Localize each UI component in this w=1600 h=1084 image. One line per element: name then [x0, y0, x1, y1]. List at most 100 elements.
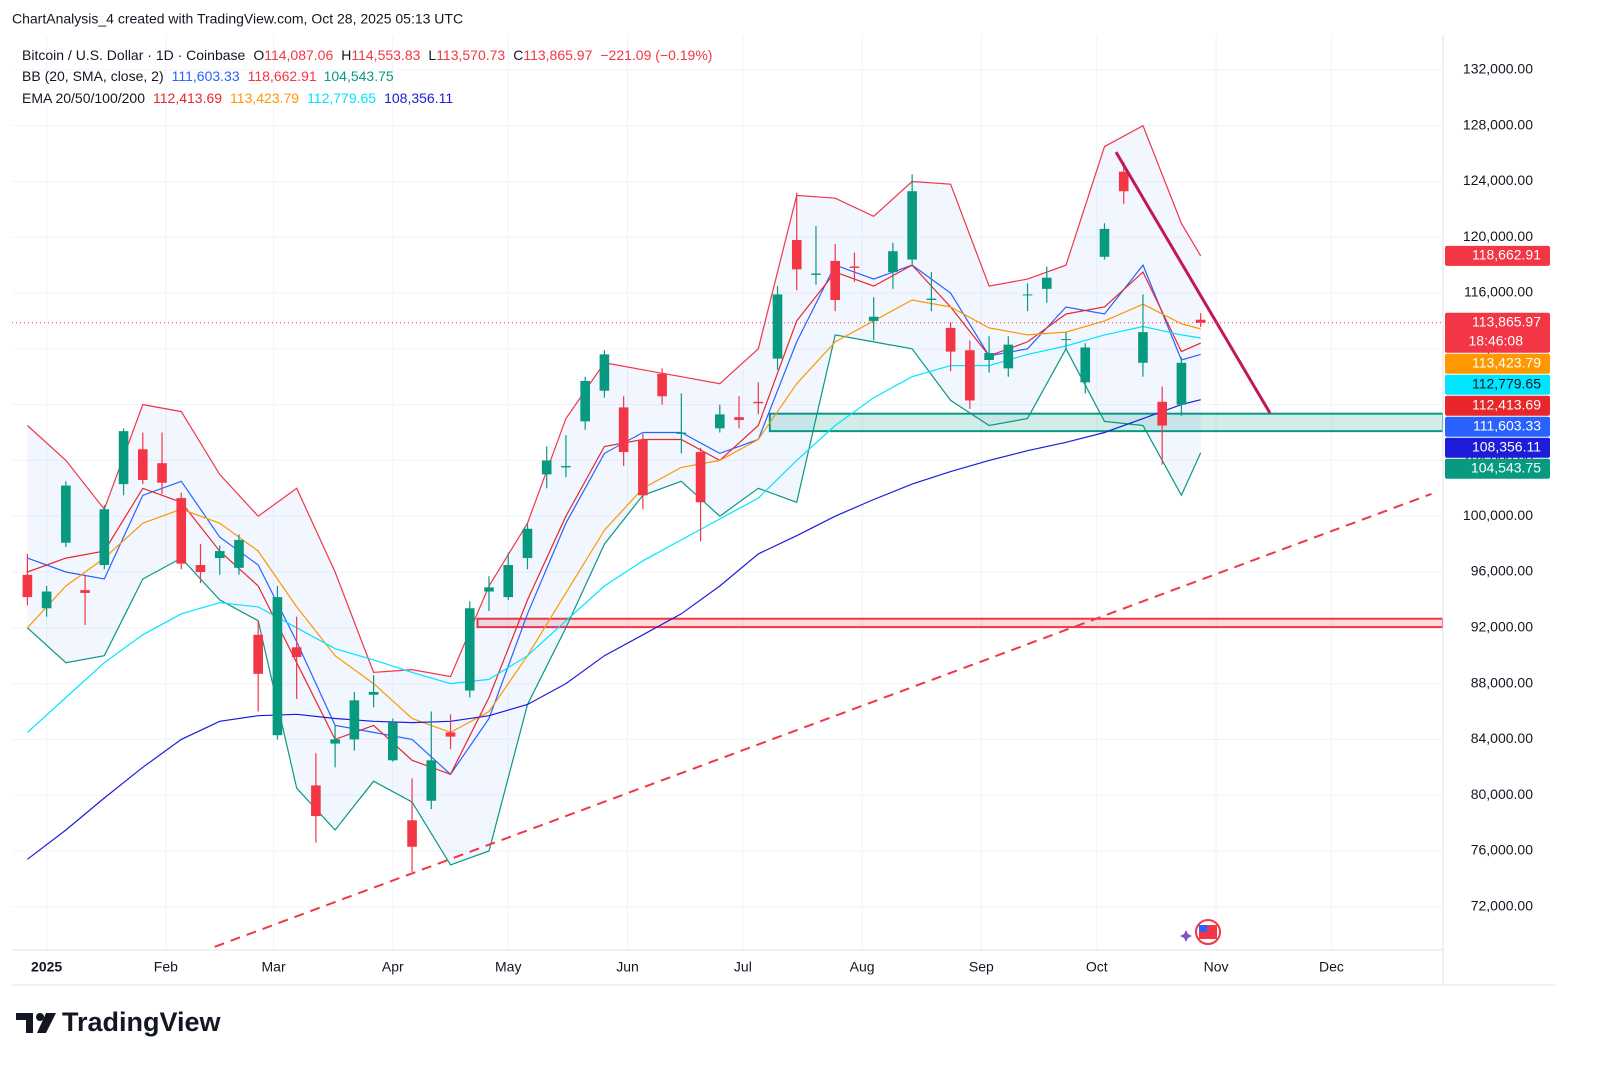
- x-tick-label: Apr: [382, 959, 404, 975]
- y-tick-label: 80,000.00: [1471, 786, 1533, 802]
- candle-body: [657, 373, 667, 397]
- candle-body: [484, 587, 494, 592]
- candle-body: [926, 298, 937, 301]
- price-label: 113,423.79: [1472, 355, 1541, 371]
- indicator-line: [27, 399, 1201, 860]
- candle-body: [22, 574, 33, 598]
- header: ChartAnalysis_4 created with TradingView…: [12, 11, 463, 27]
- legend-text: −221.09 (−0.19%): [600, 47, 712, 63]
- legend-text: 113,570.73: [436, 47, 505, 63]
- candle-body: [291, 647, 302, 658]
- candle-body: [118, 431, 129, 485]
- candle-body: [176, 498, 187, 564]
- candle-body: [772, 294, 783, 359]
- candle-body: [1138, 332, 1148, 363]
- legend-text: 114,553.83: [351, 47, 420, 63]
- candle-body: [734, 417, 744, 420]
- y-tick-label: 120,000.00: [1463, 228, 1533, 244]
- candle-body: [811, 273, 821, 275]
- candle-body: [907, 191, 917, 260]
- y-tick-label: 96,000.00: [1471, 563, 1533, 579]
- candle-body: [253, 634, 264, 674]
- candle-body: [445, 732, 456, 737]
- legend-bb: BB (20, SMA, close, 2) 111,603.33 118,662.…: [22, 68, 394, 84]
- candle-body: [1118, 171, 1129, 192]
- legend-text: 113,865.97: [523, 47, 592, 63]
- price-label: 113,865.97: [1472, 314, 1541, 330]
- legend-text: 112,413.69: [153, 90, 222, 106]
- y-tick-label: 84,000.00: [1471, 730, 1533, 746]
- y-tick-label: 132,000.00: [1463, 61, 1533, 77]
- candle-body: [849, 266, 860, 268]
- candle-body: [41, 591, 52, 609]
- candle-body: [1176, 362, 1187, 405]
- x-tick-label: Aug: [850, 959, 875, 975]
- candle-body: [1003, 344, 1014, 369]
- countdown: 18:46:08: [1469, 333, 1524, 349]
- candle-body: [1041, 277, 1052, 289]
- legend-text: 111,603.33: [172, 68, 240, 84]
- candle-body: [1022, 294, 1033, 296]
- candle-body: [676, 432, 687, 434]
- x-tick-label: May: [495, 959, 521, 975]
- price-label-bg: [1445, 245, 1550, 266]
- candle-body: [388, 722, 398, 761]
- price-label: 111,603.33: [1473, 418, 1541, 434]
- legend-text: 118,662.91: [248, 68, 317, 84]
- legend-text: 108,356.11: [384, 90, 453, 106]
- x-tick-label: Jul: [734, 959, 752, 975]
- y-tick-label: 88,000.00: [1471, 674, 1533, 690]
- legend-text: Bitcoin / U.S. Dollar · 1D · Coinbase: [22, 47, 246, 63]
- logo: TradingView: [16, 1007, 222, 1037]
- event-flag-canton: [1199, 925, 1207, 932]
- y-tick-label: 92,000.00: [1471, 619, 1533, 635]
- y-tick-label: 76,000.00: [1471, 842, 1533, 858]
- candle-body: [888, 251, 898, 273]
- candle-body: [1061, 339, 1071, 341]
- x-tick-label: Oct: [1086, 959, 1108, 975]
- logo-slash: [37, 1013, 56, 1033]
- x-tick-label: Jun: [616, 959, 639, 975]
- legend-text: 113,423.79: [230, 90, 299, 106]
- candle-body: [868, 316, 879, 321]
- candle-body: [791, 240, 802, 270]
- y-tick-label: 72,000.00: [1471, 897, 1533, 913]
- price-label-bg: [1445, 416, 1550, 437]
- event-icon: [1180, 919, 1221, 945]
- candle-body: [137, 449, 148, 480]
- logo-dot: [36, 1013, 44, 1021]
- candle-body: [214, 551, 225, 559]
- candle-body: [330, 739, 340, 744]
- legend-text: O: [253, 47, 264, 63]
- candle-body: [80, 590, 90, 593]
- trendline: [214, 492, 1432, 948]
- candle-body: [638, 439, 648, 496]
- legend-ema: EMA 20/50/100/200 112,413.69 113,423.79 112…: [22, 90, 453, 106]
- price-label-bg: [1445, 374, 1550, 395]
- candle-body: [965, 350, 975, 401]
- candle-body: [599, 354, 610, 391]
- price-label-bg: [1445, 395, 1550, 416]
- candle-body: [195, 565, 206, 573]
- logo-mark: [16, 1013, 33, 1033]
- x-tick-label: Feb: [154, 959, 178, 975]
- legend-text: 104,543.75: [324, 68, 394, 84]
- indicator-line: [26, 299, 1201, 734]
- axes: 72,000.00 76,000.00 80,000.00 84,000.00 88,0…: [31, 61, 1550, 975]
- candle-body: [61, 485, 71, 543]
- price-label-bg: [1445, 458, 1550, 479]
- candle-body: [1157, 401, 1167, 426]
- candle-body: [1195, 319, 1206, 323]
- legend-text: BB (20, SMA, close, 2): [22, 68, 164, 84]
- y-tick-label: 100,000.00: [1463, 507, 1533, 523]
- candle-body: [1099, 228, 1110, 257]
- candle-body: [157, 463, 167, 483]
- y-tick-label: 128,000.00: [1463, 116, 1533, 132]
- candle-body: [426, 760, 437, 801]
- candle-body: [234, 539, 244, 568]
- brand: TradingView: [62, 1007, 222, 1037]
- candle-body: [541, 460, 552, 475]
- candle-body: [1080, 347, 1091, 383]
